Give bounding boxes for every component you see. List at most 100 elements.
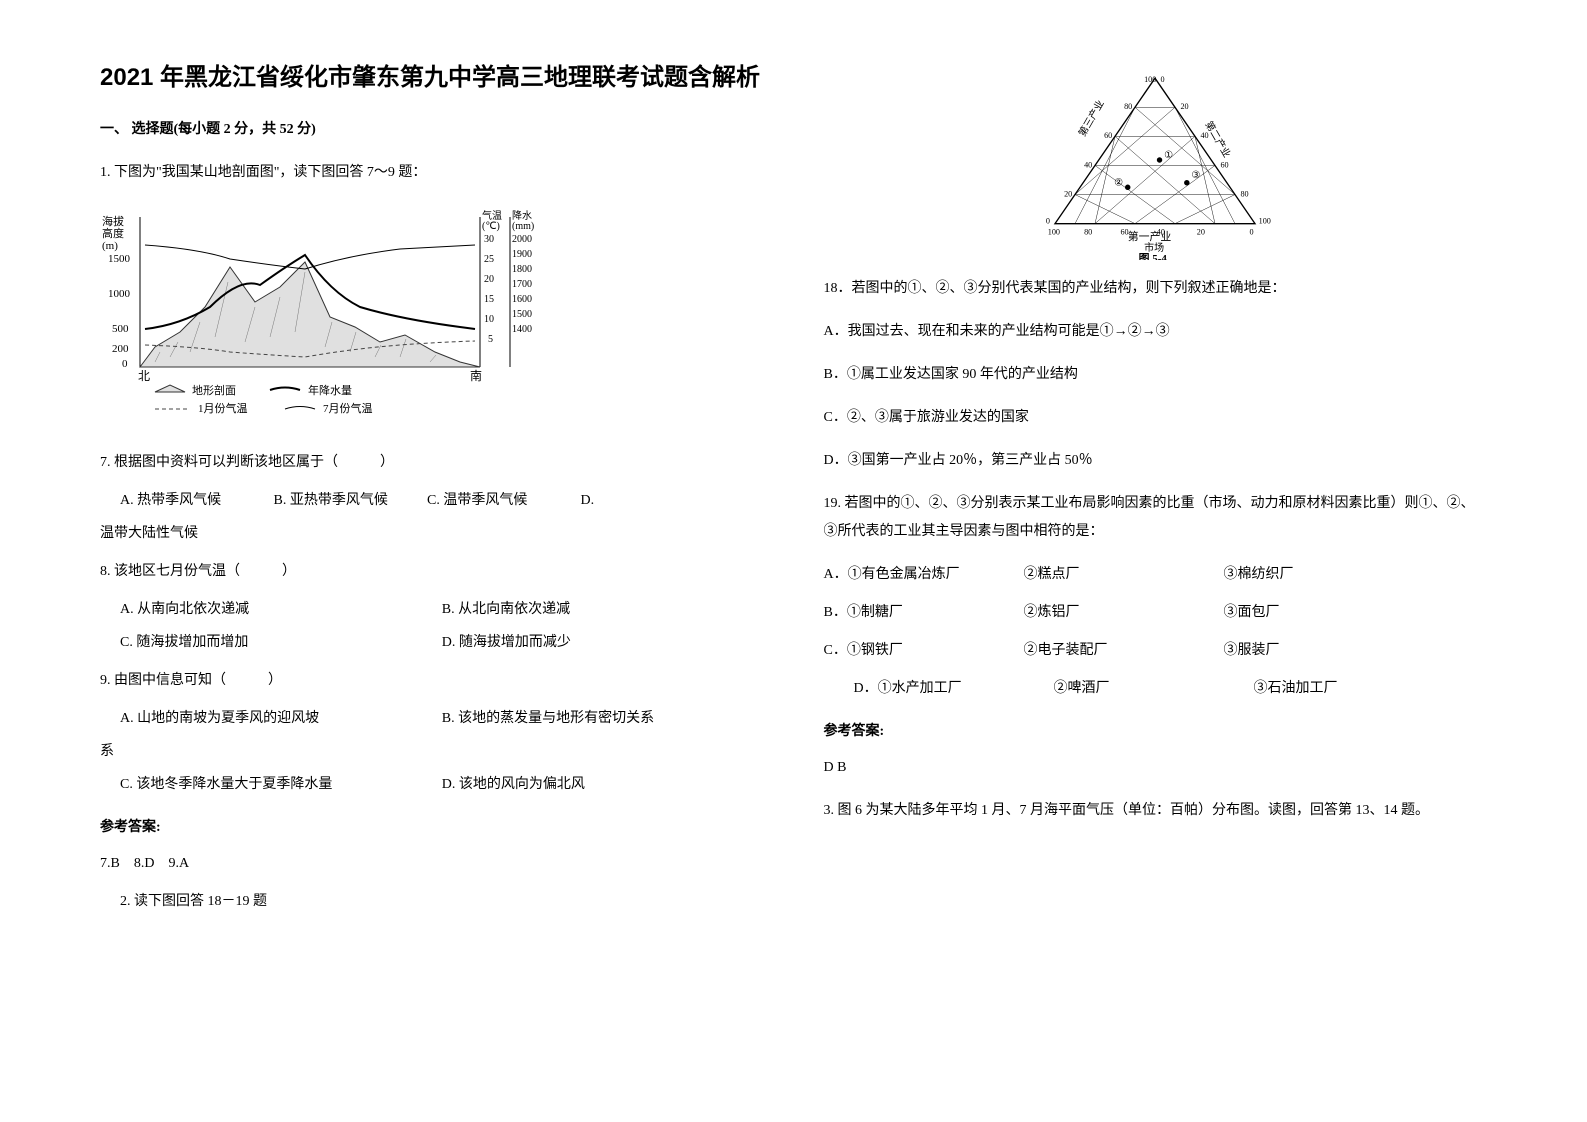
q9-opt-b: B. 该地的蒸发量与地形有密切关系 (442, 705, 764, 733)
svg-text:(mm): (mm) (512, 221, 534, 232)
q19-d-2: ②啤酒厂 (1054, 675, 1254, 703)
svg-text:1500: 1500 (512, 309, 532, 320)
svg-text:1500: 1500 (108, 253, 131, 265)
q18-opt-d: D．③国第一产业占 20％，第三产业占 50％ (824, 447, 1488, 475)
svg-text:(℃): (℃) (482, 221, 500, 232)
svg-text:20: 20 (1181, 102, 1189, 111)
document-title: 2021 年黑龙江省绥化市肇东第九中学高三地理联考试题含解析 (100, 60, 764, 96)
svg-text:1700: 1700 (512, 279, 532, 290)
svg-text:(m): (m) (102, 240, 118, 252)
svg-text:40: 40 (1157, 228, 1165, 237)
section-header: 一、 选择题(每小题 2 分，共 52 分) (100, 116, 764, 144)
q19-c-3: ③服装厂 (1224, 637, 1424, 665)
q18-opt-b: B．①属工业发达国家 90 年代的产业结构 (824, 361, 1488, 389)
q19: 19. 若图中的①、②、③分别表示某工业布局影响因素的比重（市场、动力和原材料因… (824, 490, 1488, 546)
q19-b-3: ③面包厂 (1224, 599, 1424, 627)
answer2-label: 参考答案: (824, 718, 1488, 746)
q3: 3. 图 6 为某大陆多年平均 1 月、7 月海平面气压（单位：百帕）分布图。读… (824, 797, 1488, 825)
svg-text:图 5-4: 图 5-4 (1139, 252, 1168, 260)
svg-text:20: 20 (1197, 228, 1205, 237)
svg-text:10: 10 (484, 314, 494, 325)
ternary-chart: ① ② ③ 第三产业 第二产业 第一产业 100 80 60 40 20 0 0… (1015, 60, 1295, 260)
q7-opt-b: B. 亚热带季风气候 (274, 487, 424, 515)
svg-text:②: ② (1114, 177, 1123, 188)
q9-opt-c: C. 该地冬季降水量大于夏季降水量 (120, 771, 442, 799)
q19-d-1: D．①水产加工厂 (854, 675, 1054, 703)
q19-c-2: ②电子装配厂 (1024, 637, 1224, 665)
q18: 18．若图中的①、②、③分别代表某国的产业结构，则下列叙述正确地是： (824, 275, 1488, 303)
q18-opt-a: A．我国过去、现在和未来的产业结构可能是①→②→③ (824, 318, 1488, 346)
svg-text:2000: 2000 (512, 234, 532, 245)
svg-text:高度: 高度 (102, 226, 124, 240)
q19-b-1: B．①制糖厂 (824, 599, 1024, 627)
svg-text:80: 80 (1084, 228, 1092, 237)
svg-text:1900: 1900 (512, 249, 532, 260)
svg-text:1000: 1000 (108, 288, 131, 300)
svg-text:5: 5 (488, 334, 493, 345)
svg-text:40: 40 (1084, 160, 1092, 169)
q7-opt-a: A. 热带季风气候 (120, 487, 270, 515)
answer1: 7.B 8.D 9.A (100, 850, 764, 878)
svg-text:0: 0 (122, 358, 128, 370)
svg-text:0: 0 (1046, 217, 1050, 226)
svg-text:20: 20 (1064, 189, 1072, 198)
q8-opt-c: C. 随海拔增加而增加 (120, 629, 442, 657)
svg-text:80: 80 (1241, 189, 1249, 198)
svg-text:7月份气温: 7月份气温 (323, 401, 373, 415)
svg-text:30: 30 (484, 234, 494, 245)
svg-text:1400: 1400 (512, 324, 532, 335)
q19-b-2: ②炼铝厂 (1024, 599, 1224, 627)
q7-opt-d: 温带大陆性气候 (100, 526, 198, 541)
svg-text:100: 100 (1259, 217, 1271, 226)
svg-text:200: 200 (112, 343, 129, 355)
svg-text:25: 25 (484, 254, 494, 265)
q2-intro: 2. 读下图回答 18－19 题 (120, 888, 764, 916)
q1-intro: 1. 下图为"我国某山地剖面图"，读下图回答 7～9 题： (100, 159, 764, 187)
q8-opt-d: D. 随海拔增加而减少 (442, 629, 764, 657)
q9-opt-d: D. 该地的风向为偏北风 (442, 771, 764, 799)
left-column: 2021 年黑龙江省绥化市肇东第九中学高三地理联考试题含解析 一、 选择题(每小… (100, 60, 764, 926)
svg-text:1600: 1600 (512, 294, 532, 305)
svg-text:海拔: 海拔 (102, 214, 124, 228)
q7: 7. 根据图中资料可以判断该地区属于（ ） (100, 449, 764, 477)
svg-text:北: 北 (138, 369, 150, 383)
q8: 8. 该地区七月份气温（ ） (100, 558, 764, 586)
svg-text:80: 80 (1124, 102, 1132, 111)
svg-text:1800: 1800 (512, 264, 532, 275)
right-column: ① ② ③ 第三产业 第二产业 第一产业 100 80 60 40 20 0 0… (824, 60, 1488, 926)
q18-opt-c: C．②、③属于旅游业发达的国家 (824, 404, 1488, 432)
q19-c-1: C．①钢铁厂 (824, 637, 1024, 665)
svg-text:年降水量: 年降水量 (308, 383, 352, 397)
answer2: D B (824, 754, 1488, 782)
svg-text:60: 60 (1121, 228, 1129, 237)
q19-d-3: ③石油加工厂 (1254, 675, 1454, 703)
q7-options-row1: A. 热带季风气候 B. 亚热带季风气候 C. 温带季风气候 D. (120, 487, 764, 515)
svg-text:100: 100 (1144, 75, 1156, 84)
svg-text:0: 0 (1250, 228, 1254, 237)
svg-text:南: 南 (470, 368, 482, 383)
svg-text:500: 500 (112, 323, 129, 335)
svg-text:15: 15 (484, 294, 494, 305)
q19-a-3: ③棉纺织厂 (1224, 561, 1424, 589)
svg-text:0: 0 (1161, 75, 1165, 84)
svg-text:1月份气温: 1月份气温 (198, 401, 248, 415)
q19-a-2: ②糕点厂 (1024, 561, 1224, 589)
q7-opt-d-prefix: D. (581, 493, 595, 508)
mountain-profile-chart: 海拔 高度 (m) 1500 1000 500 200 0 气温 (℃) 30 … (100, 207, 550, 417)
svg-text:40: 40 (1201, 131, 1209, 140)
svg-text:第三产业: 第三产业 (1076, 98, 1107, 139)
svg-text:20: 20 (484, 274, 494, 285)
q9-opt-a: A. 山地的南坡为夏季风的迎风坡 (120, 705, 442, 733)
svg-text:①: ① (1164, 150, 1173, 161)
svg-text:60: 60 (1104, 131, 1112, 140)
q8-opt-a: A. 从南向北依次递减 (120, 596, 442, 624)
svg-text:100: 100 (1048, 228, 1060, 237)
q9: 9. 由图中信息可知（ ） (100, 667, 764, 695)
svg-text:地形剖面: 地形剖面 (192, 383, 236, 397)
svg-text:③: ③ (1192, 170, 1201, 181)
q7-opt-c: C. 温带季风气候 (427, 487, 577, 515)
q8-opt-b: B. 从北向南依次递减 (442, 596, 764, 624)
svg-text:60: 60 (1221, 160, 1229, 169)
answer1-label: 参考答案: (100, 814, 764, 842)
q19-a-1: A．①有色金属冶炼厂 (824, 561, 1024, 589)
